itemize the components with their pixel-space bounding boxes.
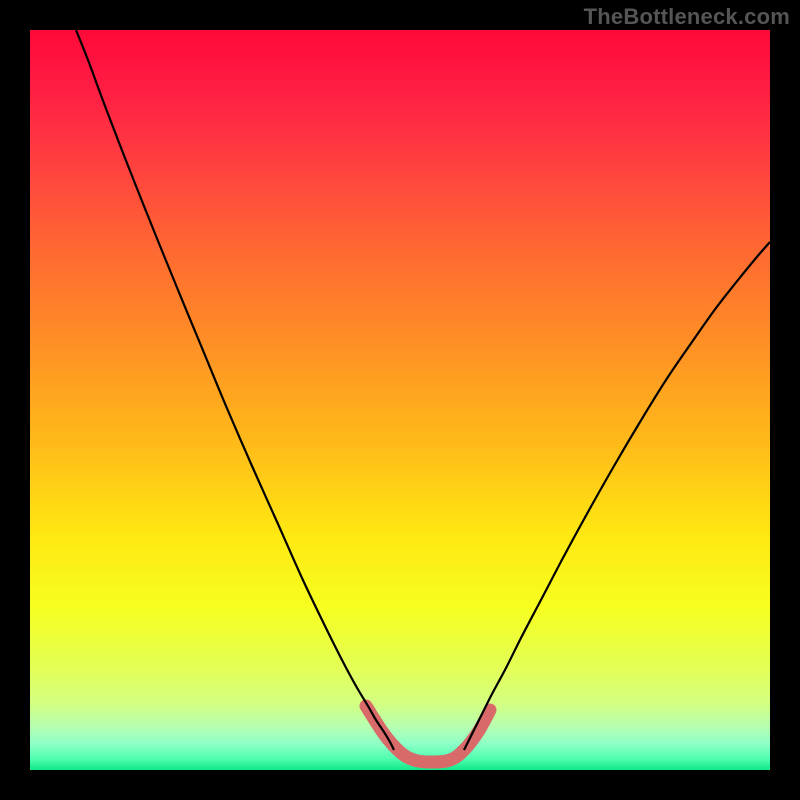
watermark-text: TheBottleneck.com xyxy=(584,4,790,30)
gradient-background xyxy=(30,30,770,770)
chart-container: TheBottleneck.com xyxy=(0,0,800,800)
plot-area xyxy=(30,30,770,770)
